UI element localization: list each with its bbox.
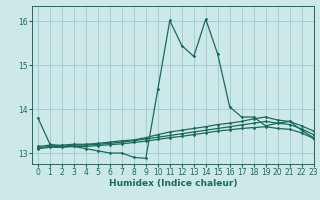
X-axis label: Humidex (Indice chaleur): Humidex (Indice chaleur) — [108, 179, 237, 188]
